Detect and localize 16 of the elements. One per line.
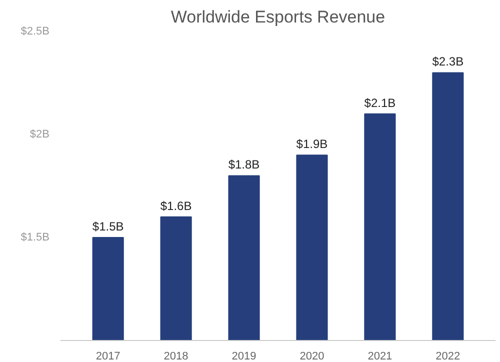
- data-label: $2.3B: [432, 54, 464, 69]
- x-tick-label: 2022: [436, 350, 460, 362]
- data-label: $1.9B: [296, 137, 328, 152]
- data-label: $1.8B: [228, 158, 260, 172]
- x-tick-label: 2017: [96, 350, 120, 362]
- y-tick-label: $2.5B: [20, 26, 50, 38]
- data-label: $2.1B: [364, 96, 396, 110]
- x-tick-label: 2020: [300, 350, 324, 362]
- x-tick-label: 2018: [164, 350, 188, 362]
- y-tick-label: $1.5B: [20, 232, 50, 244]
- x-tick-label: 2021: [368, 350, 392, 362]
- data-label: $1.5B: [92, 220, 124, 234]
- y-tick-label: $2B: [30, 128, 50, 140]
- data-label: $1.6B: [160, 198, 192, 213]
- x-tick-label: 2019: [232, 350, 256, 362]
- chart-title: Worldwide Esports Revenue: [170, 8, 386, 26]
